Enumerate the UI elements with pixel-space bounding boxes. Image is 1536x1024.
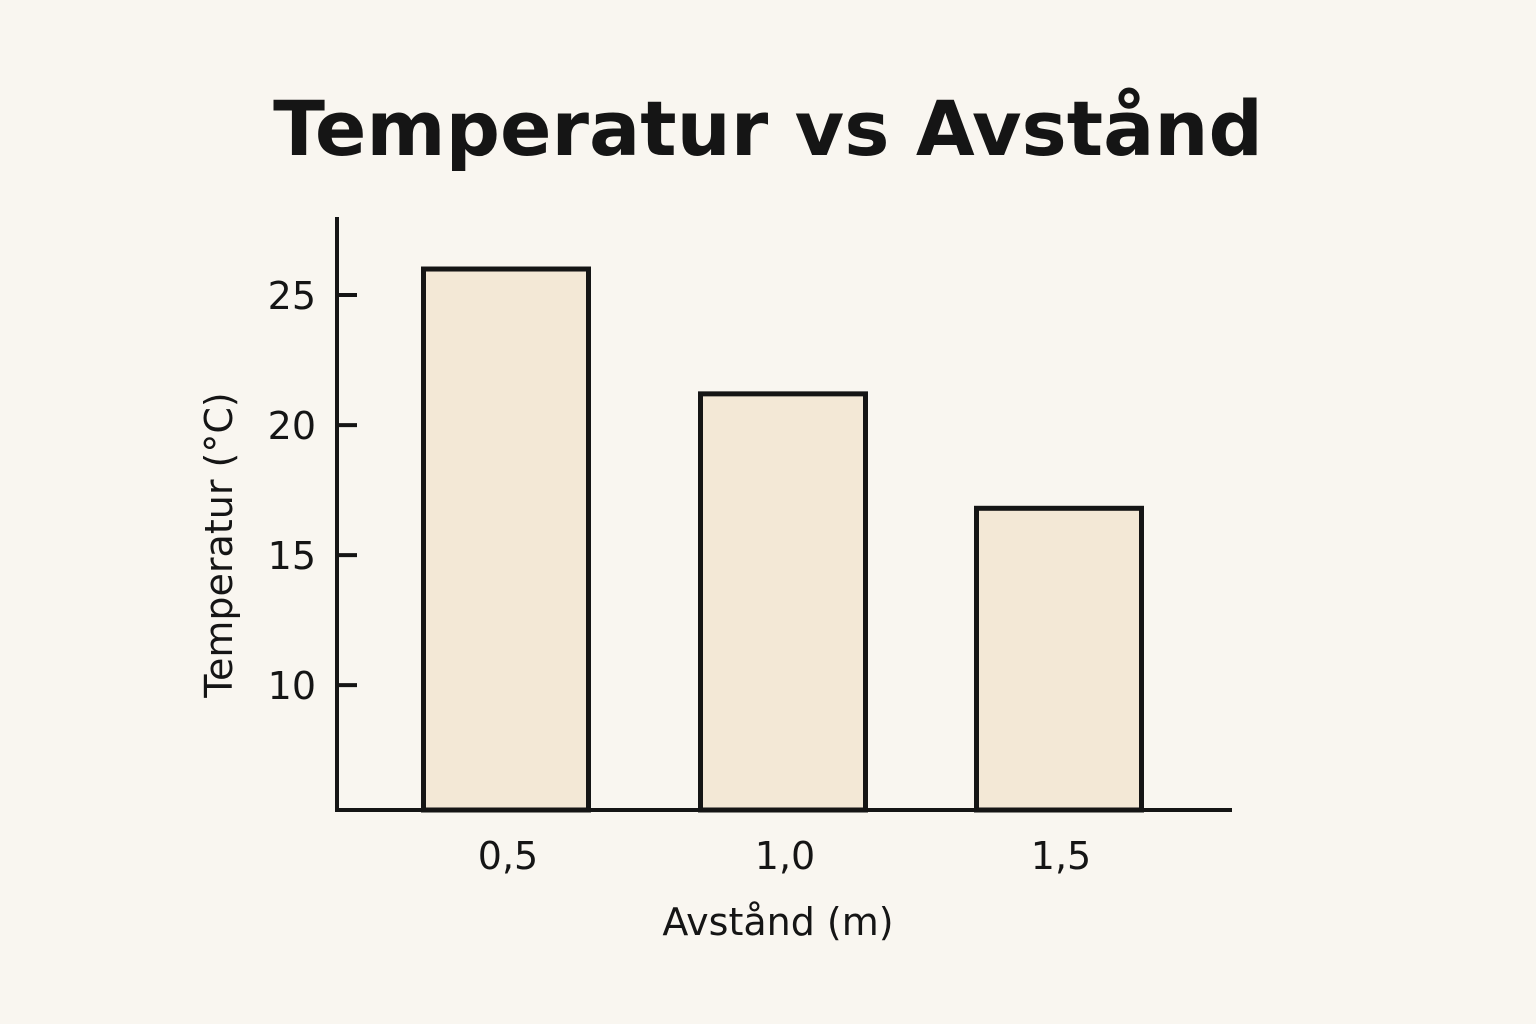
- y-tick-label-20: 20: [268, 404, 316, 448]
- bar-0-5: [421, 266, 591, 813]
- x-tick-label-0-5: 0,5: [478, 834, 538, 878]
- x-axis-label: Avstånd (m): [662, 900, 893, 944]
- bar-1-5: [974, 505, 1144, 813]
- x-tick-label-1-0: 1,0: [755, 834, 815, 878]
- x-ticks-layer: 0,5 1,0 1,5: [478, 834, 1091, 878]
- y-ticks-layer: 10 15 20 25: [268, 274, 357, 708]
- chart-title: Temperatur vs Avstånd: [273, 84, 1263, 173]
- x-tick-label-1-5: 1,5: [1031, 834, 1091, 878]
- y-tick-label-15: 15: [268, 534, 316, 578]
- y-tick-label-10: 10: [268, 664, 316, 708]
- y-axis-label: Temperatur (°C): [197, 392, 241, 698]
- y-tick-label-25: 25: [268, 274, 316, 318]
- bars-layer: [421, 266, 1144, 813]
- bar-1-0: [698, 391, 868, 813]
